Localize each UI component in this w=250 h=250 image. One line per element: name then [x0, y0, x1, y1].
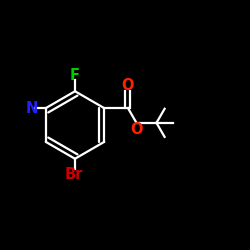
Text: O: O [122, 78, 134, 93]
Text: O: O [130, 122, 143, 136]
Text: Br: Br [64, 167, 83, 182]
Text: F: F [70, 68, 80, 83]
Text: N: N [26, 100, 38, 116]
